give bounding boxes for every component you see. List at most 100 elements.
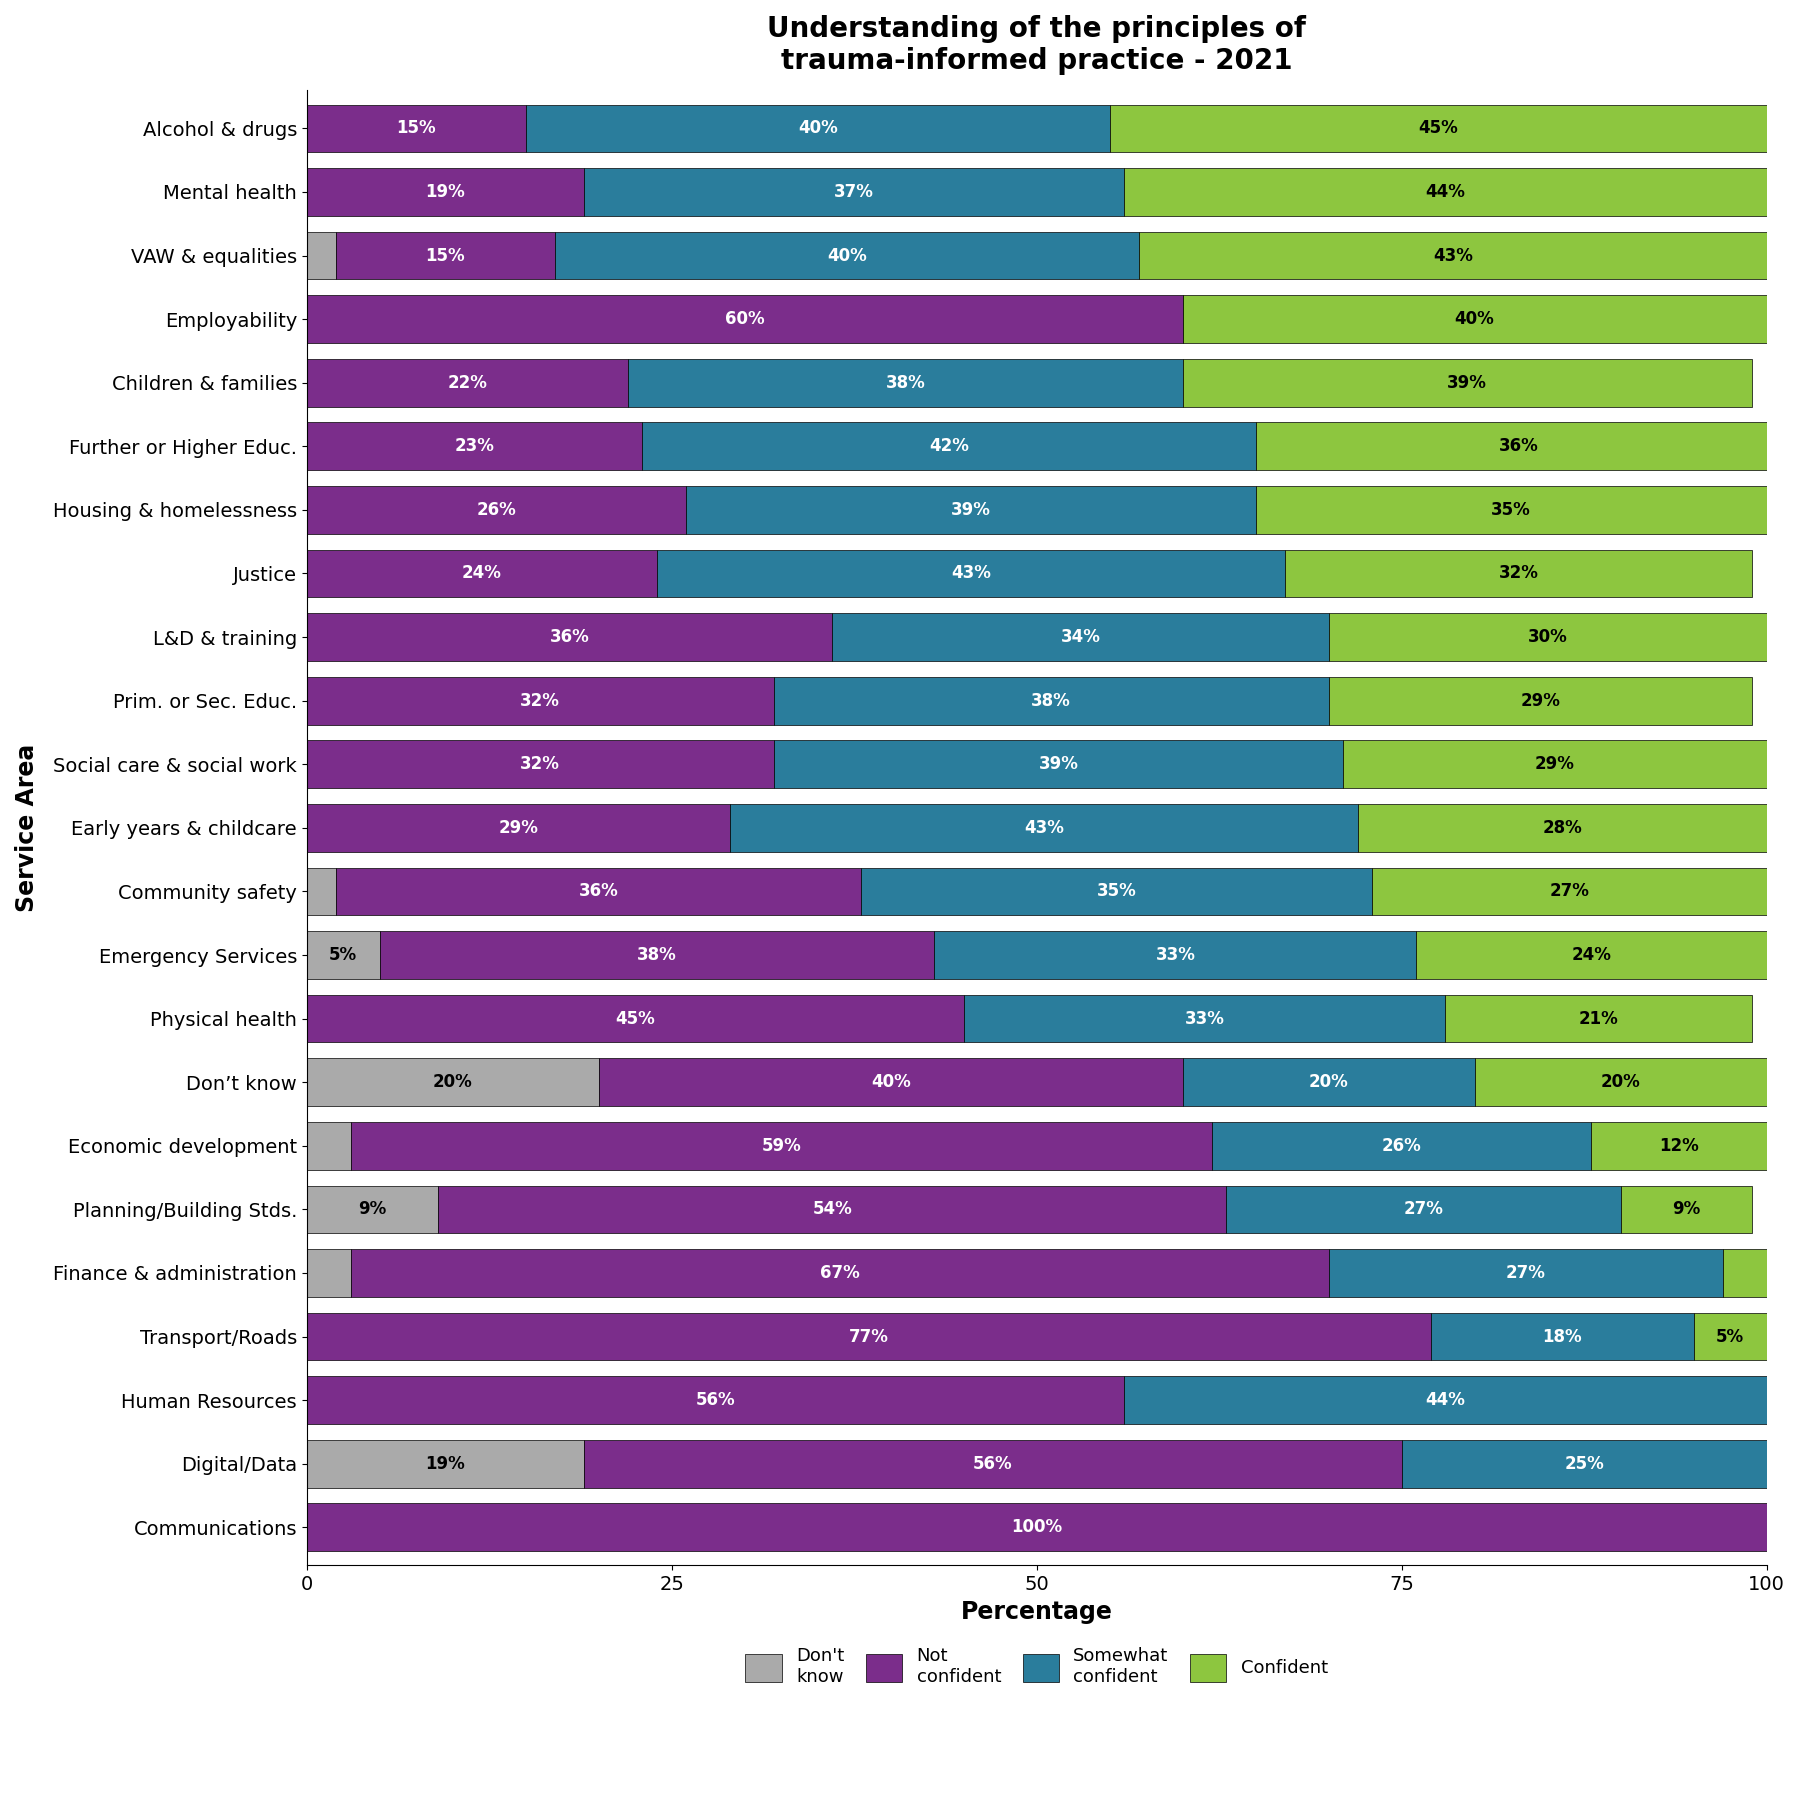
Bar — [643, 423, 1256, 470]
Text: 15%: 15% — [396, 119, 436, 137]
Text: 15%: 15% — [425, 247, 464, 265]
Text: 36%: 36% — [549, 628, 589, 646]
Text: 40%: 40% — [797, 119, 837, 137]
Bar — [337, 868, 862, 914]
Text: 45%: 45% — [616, 1010, 655, 1028]
Bar — [306, 1121, 351, 1170]
Bar — [731, 805, 1357, 851]
Bar — [306, 740, 774, 788]
Text: 56%: 56% — [695, 1391, 736, 1409]
Text: 5%: 5% — [1715, 1328, 1744, 1346]
Bar — [306, 805, 731, 851]
Bar — [306, 677, 774, 725]
Bar — [1402, 1440, 1766, 1487]
Bar — [1139, 232, 1766, 279]
Bar — [1226, 1186, 1620, 1233]
Bar — [437, 1186, 1226, 1233]
Bar — [306, 486, 686, 535]
Bar — [1328, 1249, 1723, 1296]
Bar — [1125, 167, 1766, 216]
Bar — [1372, 868, 1766, 914]
Bar — [337, 232, 554, 279]
Bar — [306, 1312, 1431, 1361]
Text: 56%: 56% — [974, 1454, 1013, 1472]
Text: 33%: 33% — [1184, 1010, 1224, 1028]
Bar — [1417, 931, 1766, 979]
Text: 39%: 39% — [1447, 374, 1487, 392]
Text: 20%: 20% — [1309, 1073, 1348, 1091]
Bar — [351, 1121, 1211, 1170]
Text: 44%: 44% — [1426, 184, 1465, 202]
Text: 44%: 44% — [1426, 1391, 1465, 1409]
Text: 22%: 22% — [448, 374, 488, 392]
Bar — [306, 931, 380, 979]
Bar — [306, 995, 963, 1042]
Bar — [1445, 995, 1751, 1042]
Bar — [1328, 614, 1766, 661]
Text: 32%: 32% — [520, 691, 560, 709]
Text: 20%: 20% — [1600, 1073, 1640, 1091]
Text: 19%: 19% — [425, 184, 464, 202]
Bar — [306, 1186, 437, 1233]
Text: 26%: 26% — [1382, 1138, 1422, 1156]
Text: 45%: 45% — [1418, 119, 1458, 137]
X-axis label: Percentage: Percentage — [961, 1600, 1112, 1624]
Bar — [1620, 1186, 1751, 1233]
Text: 36%: 36% — [1499, 437, 1539, 455]
Bar — [686, 486, 1256, 535]
Text: 19%: 19% — [425, 1454, 464, 1472]
Text: 100%: 100% — [1012, 1517, 1062, 1535]
Bar — [306, 232, 337, 279]
Text: 27%: 27% — [1550, 882, 1589, 900]
Text: 59%: 59% — [761, 1138, 801, 1156]
Text: 18%: 18% — [1543, 1328, 1582, 1346]
Bar — [1256, 423, 1782, 470]
Bar — [306, 549, 657, 598]
Text: 35%: 35% — [1490, 500, 1532, 518]
Text: 24%: 24% — [1571, 947, 1611, 965]
Text: 29%: 29% — [499, 819, 538, 837]
Bar — [1591, 1121, 1766, 1170]
Bar — [351, 1249, 1328, 1296]
Text: 39%: 39% — [950, 500, 990, 518]
Text: 38%: 38% — [637, 947, 677, 965]
Text: 21%: 21% — [1579, 1010, 1618, 1028]
Text: 34%: 34% — [1060, 628, 1100, 646]
Bar — [934, 931, 1417, 979]
Text: 29%: 29% — [1535, 756, 1575, 774]
Bar — [1109, 104, 1766, 153]
Bar — [306, 423, 643, 470]
Bar — [657, 549, 1285, 598]
Text: 32%: 32% — [520, 756, 560, 774]
Text: 27%: 27% — [1507, 1264, 1546, 1282]
Bar — [774, 740, 1343, 788]
Bar — [1431, 1312, 1694, 1361]
Bar — [774, 677, 1328, 725]
Text: 24%: 24% — [463, 565, 502, 583]
Text: 32%: 32% — [1498, 565, 1539, 583]
Bar — [1183, 1058, 1474, 1105]
Text: 37%: 37% — [833, 184, 875, 202]
Text: 36%: 36% — [580, 882, 619, 900]
Text: 43%: 43% — [950, 565, 990, 583]
Bar — [306, 1503, 1766, 1552]
Bar — [306, 1249, 351, 1296]
Bar — [1343, 740, 1766, 788]
Text: 27%: 27% — [1404, 1201, 1444, 1219]
Bar — [1474, 1058, 1766, 1105]
Text: 40%: 40% — [871, 1073, 911, 1091]
Bar — [832, 614, 1328, 661]
Bar — [306, 167, 585, 216]
Bar — [1183, 358, 1751, 407]
Text: 25%: 25% — [1564, 1454, 1604, 1472]
Bar — [1125, 1377, 1766, 1424]
Text: 9%: 9% — [358, 1201, 387, 1219]
Bar — [1211, 1121, 1591, 1170]
Bar — [1694, 1312, 1766, 1361]
Bar — [380, 931, 934, 979]
Bar — [628, 358, 1183, 407]
Text: 42%: 42% — [929, 437, 968, 455]
Bar — [554, 232, 1139, 279]
Bar — [1285, 549, 1751, 598]
Bar — [862, 868, 1372, 914]
